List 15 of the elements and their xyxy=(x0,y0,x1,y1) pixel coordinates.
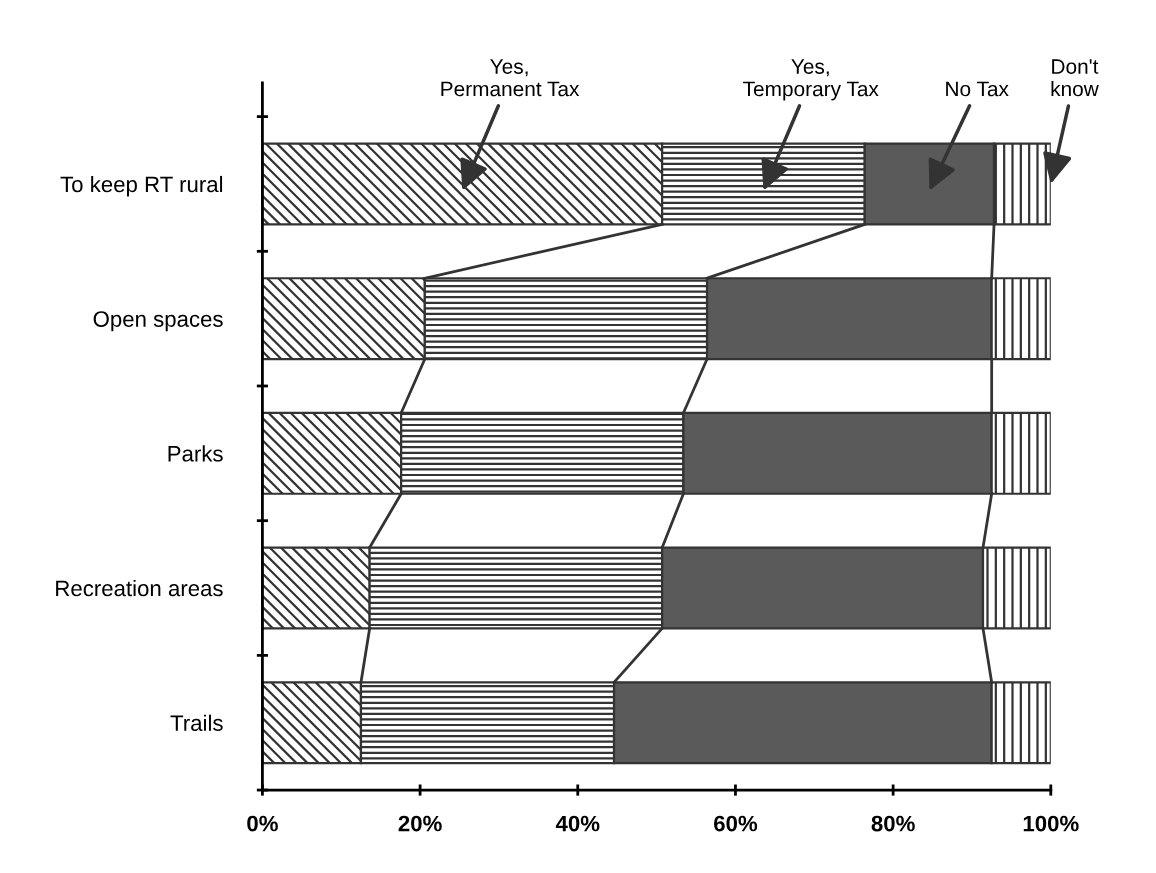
x-tick-label: 0% xyxy=(247,815,278,832)
x-tick-label: 80% xyxy=(871,815,915,832)
y-tick-label: To keep RT rural xyxy=(60,175,223,197)
text: Yes, Permanent Tax xyxy=(441,59,580,97)
text: No Tax xyxy=(946,81,1009,97)
y-tick-label: Open spaces xyxy=(93,311,223,332)
y-tick-label: Trails xyxy=(170,714,223,731)
x-tick-label: 20% xyxy=(398,815,442,832)
y-tick-label: Parks xyxy=(168,445,223,462)
text: Don't know xyxy=(1051,59,1099,97)
x-tick-label: 40% xyxy=(555,815,600,832)
y-tick-label: Recreation areas xyxy=(56,579,223,597)
x-tick-label: 100% xyxy=(1023,815,1079,832)
text: Yes, Temporary Tax xyxy=(743,59,879,101)
x-tick-label: 60% xyxy=(714,815,758,832)
